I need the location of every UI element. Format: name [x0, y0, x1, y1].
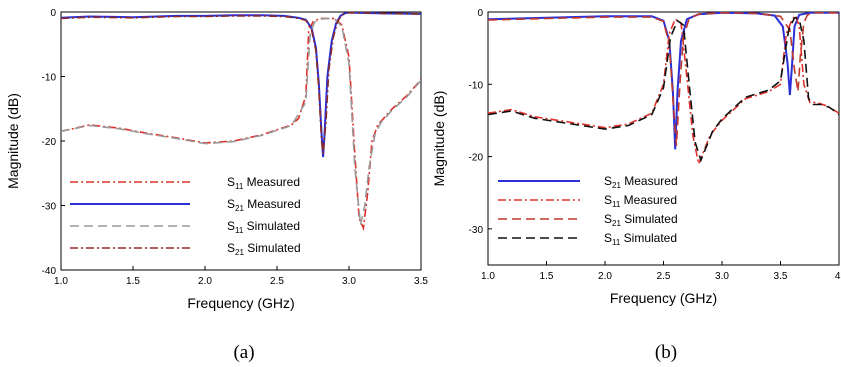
- y-tick-label: -40: [42, 266, 57, 277]
- y-axis-label: Magnitude (dB): [431, 91, 447, 187]
- x-tick-label: 2.0: [198, 276, 212, 287]
- x-tick-label: 1.5: [126, 276, 140, 287]
- chart-panel-2: 1.0 1.5 2.0 2.5 3.0 3.5 4. 0 -10 -20 -30 Frequency …: [431, 8, 841, 363]
- y-axis-label: Magnitude (dB): [5, 93, 21, 189]
- x-tick-label: 2.5: [657, 271, 671, 282]
- x-tick-label: 3.0: [342, 276, 356, 287]
- legend-label: S11 Simulated: [604, 231, 677, 247]
- x-tick-label: 3.5: [774, 271, 788, 282]
- series-line-3: [61, 17, 421, 225]
- series-line-2: [488, 14, 839, 167]
- legend-label: S21 Measured: [604, 174, 678, 190]
- legend-label: S11 Measured: [604, 193, 677, 209]
- x-tick-label: 1.5: [540, 271, 554, 282]
- y-tick-label: 0: [50, 8, 56, 19]
- legend-label: S11 Simulated: [227, 219, 300, 235]
- legend: S11 Measured S21 Measured S11 Simulated S21…: [70, 175, 301, 257]
- x-tick-label: 1.0: [54, 276, 68, 287]
- y-tick-label: -30: [469, 225, 484, 236]
- chart-panel-1: 1.0 1.5 2.0 2.5 3.0 3.5 0 -10 -20 -30 -40 Frequency…: [5, 8, 428, 363]
- series-line-1: [61, 17, 421, 232]
- panel-caption: (a): [233, 342, 254, 363]
- y-tick-label: -10: [42, 73, 57, 84]
- legend-label: S21 Simulated: [227, 241, 301, 257]
- x-tick-label: 2.0: [598, 271, 612, 282]
- y-tick-label: -10: [469, 80, 484, 91]
- y-tick-label: -20: [469, 153, 484, 164]
- x-tick-label: 4.: [835, 271, 841, 282]
- x-tick-label: 3.0: [715, 271, 729, 282]
- x-axis-label: Frequency (GHz): [187, 295, 294, 311]
- x-axis-label: Frequency (GHz): [610, 290, 717, 306]
- series-line-2: [61, 12, 421, 158]
- x-tick-label: 1.0: [481, 271, 495, 282]
- y-tick-label: 0: [477, 8, 483, 19]
- x-tick-label: 3.5: [414, 276, 428, 287]
- series-line-4: [488, 16, 839, 163]
- panel-caption: (b): [655, 342, 677, 363]
- legend-label: S21 Simulated: [604, 212, 678, 228]
- legend-label: S21 Measured: [227, 197, 301, 213]
- y-tick-label: -20: [42, 137, 57, 148]
- series-line-4: [61, 12, 421, 154]
- legend-label: S11 Measured: [227, 175, 300, 191]
- legend: S21 Measured S11 Measured S21 Simulated S11…: [498, 174, 678, 247]
- series-line-3: [488, 12, 839, 146]
- y-tick-label: -30: [42, 202, 57, 213]
- x-tick-label: 2.5: [270, 276, 284, 287]
